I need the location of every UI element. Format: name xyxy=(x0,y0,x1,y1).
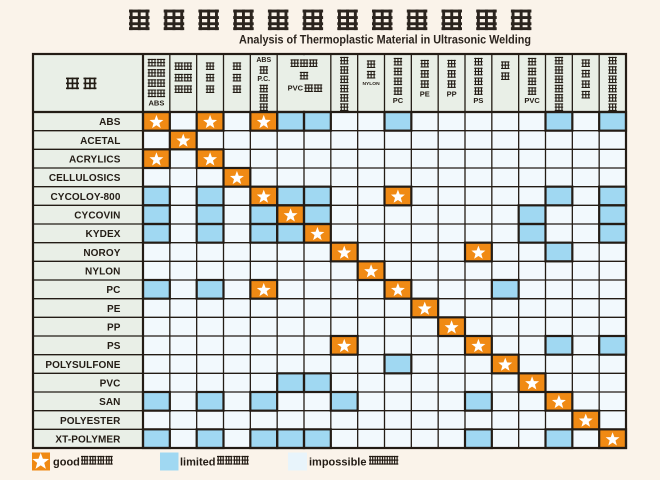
svg-text:NYLON: NYLON xyxy=(85,267,121,278)
svg-text:POLYSULFONE: POLYSULFONE xyxy=(45,360,120,371)
svg-text:CELLULOSICS: CELLULOSICS xyxy=(49,173,121,184)
svg-text:Analysis of Thermoplastic Mate: Analysis of Thermoplastic Material in Ul… xyxy=(239,35,531,47)
svg-text:PVC: PVC xyxy=(524,96,540,105)
svg-text:PVC: PVC xyxy=(100,379,121,390)
svg-text:ACRYLICS: ACRYLICS xyxy=(69,155,121,166)
svg-text:PE: PE xyxy=(107,304,121,315)
svg-text:ABS: ABS xyxy=(148,98,164,107)
svg-text:ABS: ABS xyxy=(256,57,271,64)
svg-text:impossible: impossible xyxy=(309,457,366,469)
svg-text:XT-POLYMER: XT-POLYMER xyxy=(55,435,121,446)
svg-text:NOROY: NOROY xyxy=(83,248,120,259)
svg-text:PC: PC xyxy=(393,96,404,105)
svg-text:limited: limited xyxy=(180,457,215,469)
svg-text:PS: PS xyxy=(473,96,483,105)
svg-text:POLYESTER: POLYESTER xyxy=(60,416,121,427)
svg-text:NYLON: NYLON xyxy=(363,81,381,87)
svg-text:PE: PE xyxy=(420,89,430,98)
svg-text:PVC: PVC xyxy=(288,84,304,93)
svg-text:ABS: ABS xyxy=(99,117,121,128)
svg-text:CYCOVIN: CYCOVIN xyxy=(74,211,120,222)
svg-text:good: good xyxy=(53,457,80,469)
svg-text:P.C.: P.C. xyxy=(257,76,270,83)
svg-text:PS: PS xyxy=(107,341,121,352)
svg-text:CYCOLOY-800: CYCOLOY-800 xyxy=(50,192,120,203)
svg-text:PP: PP xyxy=(107,323,121,334)
svg-text:PC: PC xyxy=(106,285,120,296)
svg-text:PP: PP xyxy=(447,89,457,98)
svg-text:KYDEX: KYDEX xyxy=(86,229,121,240)
svg-text:SAN: SAN xyxy=(99,397,120,408)
svg-text:ACETAL: ACETAL xyxy=(80,136,120,147)
